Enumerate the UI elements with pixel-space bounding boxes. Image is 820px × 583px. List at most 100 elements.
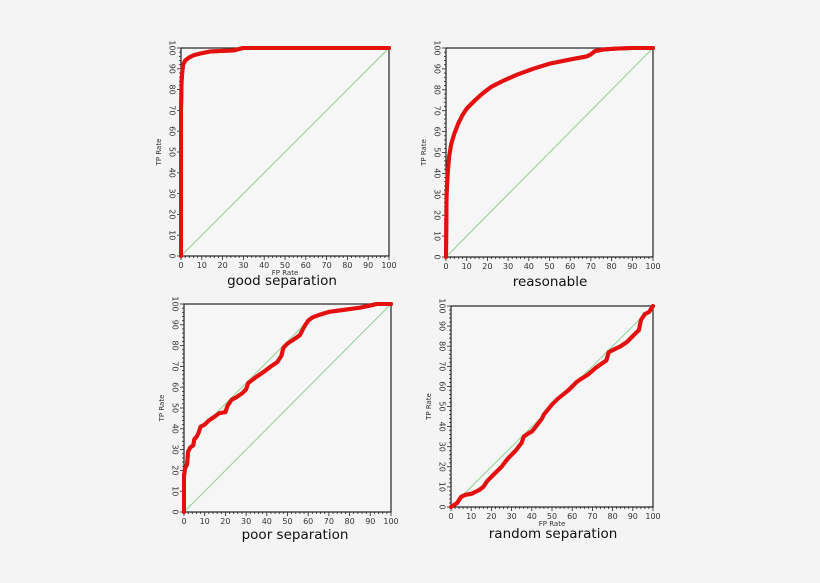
y-tick-label: 100 — [168, 40, 177, 55]
y-tick-label: 90 — [433, 64, 442, 74]
y-tick-label: 60 — [168, 126, 177, 136]
y-tick-label: 70 — [433, 106, 442, 116]
y-tick-label: 0 — [168, 253, 177, 258]
x-tick-label: 30 — [238, 261, 248, 270]
x-tick-label: 10 — [197, 261, 207, 270]
diagonal-line — [180, 47, 390, 257]
y-tick-label: 0 — [433, 254, 442, 259]
x-tick-label: 100 — [645, 512, 660, 521]
y-tick-label: 0 — [438, 504, 447, 509]
diagonal-line — [445, 47, 654, 258]
y-tick-label: 30 — [171, 445, 180, 455]
x-tick-label: 80 — [608, 512, 618, 521]
x-tick-label: 0 — [181, 517, 186, 526]
x-tick-label: 100 — [383, 517, 398, 526]
x-tick-label: 90 — [365, 517, 375, 526]
y-axis-label: TP Rate — [425, 393, 433, 421]
x-axis-label: FP Rate — [539, 520, 566, 528]
x-tick-label: 90 — [627, 262, 637, 271]
x-tick-label: 30 — [503, 262, 513, 271]
plot-frame — [445, 47, 654, 258]
y-tick-label: 30 — [168, 189, 177, 199]
y-tick-label: 90 — [168, 64, 177, 74]
x-tick-label: 0 — [443, 262, 448, 271]
x-tick-label: 40 — [259, 261, 269, 270]
y-tick-label: 70 — [171, 361, 180, 371]
x-tick-label: 50 — [547, 512, 557, 521]
x-tick-label: 0 — [448, 512, 453, 521]
x-tick-label: 50 — [280, 261, 290, 270]
y-tick-label: 40 — [438, 422, 447, 432]
x-tick-label: 70 — [586, 262, 596, 271]
x-tick-label: 30 — [507, 512, 517, 521]
x-tick-label: 70 — [324, 517, 334, 526]
x-tick-label: 90 — [363, 261, 373, 270]
y-tick-label: 90 — [438, 321, 447, 331]
y-axis-label: TP Rate — [155, 139, 163, 167]
caption-poor-separation: poor separation — [241, 527, 349, 543]
x-tick-label: 50 — [282, 517, 292, 526]
x-tick-label: 0 — [178, 261, 183, 270]
plot-frame — [450, 305, 654, 508]
roc-curve-overlay — [449, 304, 655, 509]
y-tick-label: 100 — [171, 296, 180, 311]
x-tick-label: 10 — [466, 512, 476, 521]
y-tick-label: 70 — [168, 105, 177, 115]
roc-curve-overlay — [179, 46, 391, 258]
x-tick-label: 20 — [486, 512, 496, 521]
y-axis-label: TP Rate — [420, 139, 428, 167]
x-tick-label: 80 — [345, 517, 355, 526]
y-axis-label: TP Rate — [158, 395, 166, 423]
y-tick-label: 90 — [171, 320, 180, 330]
roc-curve-overlay — [444, 46, 655, 259]
y-tick-label: 20 — [171, 465, 180, 475]
x-tick-label: 100 — [645, 262, 660, 271]
y-tick-label: 80 — [438, 341, 447, 351]
y-tick-label: 40 — [168, 168, 177, 178]
y-tick-label: 10 — [168, 230, 177, 240]
y-tick-label: 10 — [433, 231, 442, 241]
x-tick-label: 10 — [462, 262, 472, 271]
diagonal-line — [183, 303, 392, 513]
x-tick-label: 20 — [218, 261, 228, 270]
x-tick-label: 60 — [565, 262, 575, 271]
x-tick-label: 60 — [303, 517, 313, 526]
x-tick-label: 70 — [587, 512, 597, 521]
y-tick-label: 80 — [168, 85, 177, 95]
x-tick-label: 50 — [544, 262, 554, 271]
y-tick-label: 100 — [438, 298, 447, 313]
y-tick-label: 60 — [171, 382, 180, 392]
y-tick-label: 40 — [171, 424, 180, 434]
x-tick-label: 30 — [241, 517, 251, 526]
plot-frame — [183, 303, 392, 513]
x-tick-label: 20 — [482, 262, 492, 271]
y-tick-label: 80 — [433, 85, 442, 95]
x-tick-label: 60 — [301, 261, 311, 270]
x-tick-label: 40 — [262, 517, 272, 526]
y-tick-label: 20 — [433, 210, 442, 220]
y-tick-label: 60 — [438, 381, 447, 391]
x-axis-label: FP Rate — [272, 269, 299, 277]
x-tick-label: 80 — [342, 261, 352, 270]
y-tick-label: 50 — [438, 401, 447, 411]
y-tick-label: 20 — [168, 209, 177, 219]
caption-reasonable: reasonable — [512, 274, 588, 290]
x-tick-label: 20 — [220, 517, 230, 526]
y-tick-label: 50 — [433, 147, 442, 157]
y-tick-label: 10 — [171, 486, 180, 496]
x-tick-label: 100 — [381, 261, 396, 270]
reference-line — [210, 320, 309, 419]
x-tick-label: 10 — [200, 517, 210, 526]
x-tick-label: 90 — [628, 512, 638, 521]
x-tick-label: 70 — [322, 261, 332, 270]
y-tick-label: 50 — [168, 147, 177, 157]
x-tick-label: 80 — [607, 262, 617, 271]
